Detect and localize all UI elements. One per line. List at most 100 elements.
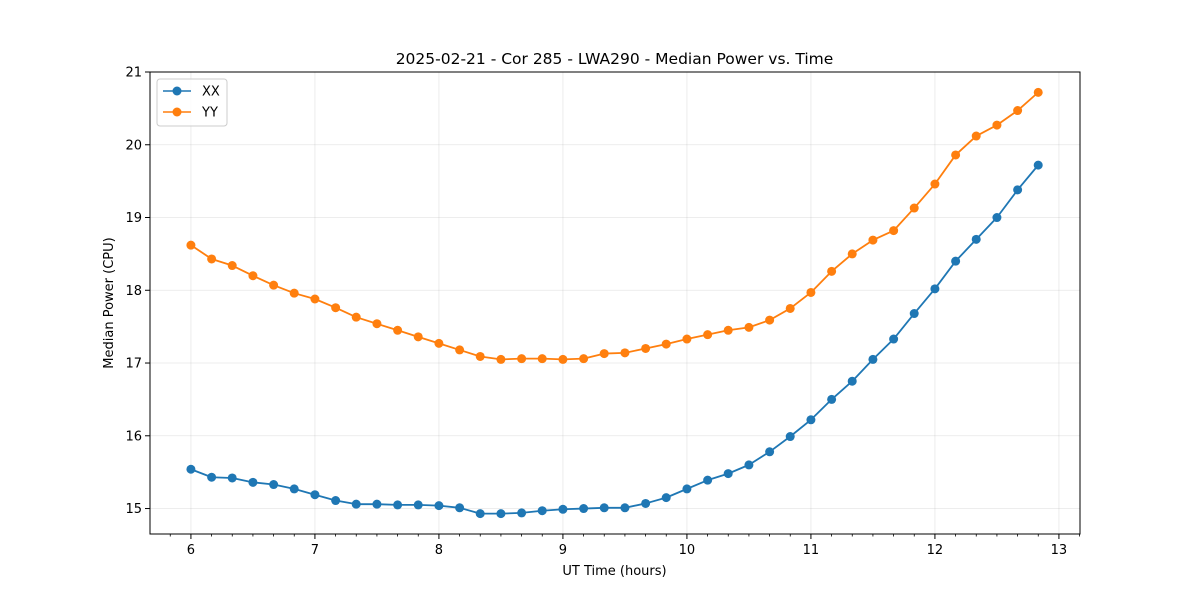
y-tick-label: 16 (125, 429, 142, 444)
data-point-xx (661, 493, 671, 503)
data-point-xx (372, 499, 382, 509)
data-point-yy (517, 354, 527, 364)
y-tick-label: 20 (125, 138, 142, 153)
data-point-xx (351, 499, 361, 509)
data-point-xx (227, 473, 237, 483)
data-point-yy (971, 131, 981, 141)
data-point-yy (1033, 87, 1043, 97)
data-point-yy (455, 345, 465, 355)
data-point-yy (765, 315, 775, 325)
data-point-yy (661, 339, 671, 349)
data-point-xx (269, 480, 279, 490)
x-tick-label: 13 (1051, 543, 1068, 558)
data-point-yy (310, 294, 320, 304)
data-point-yy (951, 150, 961, 160)
data-point-xx (992, 213, 1002, 223)
data-point-xx (186, 464, 196, 474)
data-point-xx (289, 484, 299, 494)
x-tick-label: 6 (187, 543, 195, 558)
data-point-yy (827, 266, 837, 276)
data-point-yy (434, 338, 444, 348)
data-point-xx (971, 234, 981, 244)
data-point-yy (889, 226, 899, 236)
data-point-yy (475, 351, 485, 361)
x-tick-label: 9 (559, 543, 567, 558)
data-point-xx (599, 503, 609, 513)
data-point-xx (207, 472, 217, 482)
data-point-yy (248, 271, 258, 281)
data-series (186, 87, 1043, 519)
data-point-yy (269, 280, 279, 290)
data-point-xx (889, 334, 899, 344)
data-point-yy (289, 288, 299, 298)
data-point-yy (620, 348, 630, 358)
data-point-yy (847, 249, 857, 259)
y-tick-label: 18 (125, 284, 142, 299)
y-tick-label: 15 (125, 502, 142, 517)
data-point-yy (186, 240, 196, 250)
data-point-yy (372, 319, 382, 329)
data-point-xx (744, 460, 754, 470)
x-tick-label: 8 (435, 543, 443, 558)
chart-title: 2025-02-21 - Cor 285 - LWA290 - Median P… (396, 50, 834, 68)
data-point-yy (744, 322, 754, 332)
data-point-xx (310, 490, 320, 500)
data-point-xx (703, 475, 713, 485)
data-point-yy (351, 312, 361, 322)
data-point-yy (641, 343, 651, 353)
data-point-yy (868, 235, 878, 245)
data-point-yy (682, 334, 692, 344)
data-point-xx (455, 503, 465, 513)
data-point-xx (248, 477, 258, 487)
data-point-xx (806, 415, 816, 425)
data-point-xx (475, 509, 485, 519)
data-point-xx (434, 501, 444, 511)
x-tick-label: 11 (803, 543, 820, 558)
data-point-xx (930, 284, 940, 294)
legend-label-xx: XX (202, 85, 220, 100)
axis-ticks: 6 7 8 9 10 11 12 13 15 16 17 18 19 20 21 (125, 66, 1080, 558)
data-point-yy (331, 303, 341, 313)
data-point-xx (413, 500, 423, 510)
data-point-yy (992, 120, 1002, 130)
data-point-yy (537, 354, 547, 364)
x-tick-label: 12 (927, 543, 944, 558)
x-axis-label: UT Time (hours) (562, 564, 666, 579)
y-axis-label: Median Power (CPU) (102, 237, 117, 368)
data-point-xx (909, 309, 919, 319)
data-point-xx (1033, 160, 1043, 170)
data-point-yy (496, 354, 506, 364)
data-point-xx (951, 256, 961, 266)
data-point-yy (785, 303, 795, 313)
data-point-yy (1013, 106, 1023, 116)
data-point-yy (558, 354, 568, 364)
y-tick-label: 21 (125, 66, 142, 81)
legend-label-yy: YY (201, 106, 218, 121)
data-point-xx (827, 394, 837, 404)
plot-frame (149, 71, 1081, 535)
y-tick-label: 17 (125, 357, 142, 372)
data-point-yy (909, 203, 919, 213)
data-point-yy (806, 287, 816, 297)
legend: XX YY (156, 78, 228, 127)
data-point-xx (620, 503, 630, 513)
data-point-xx (641, 498, 651, 508)
data-point-xx (558, 504, 568, 514)
legend-marker-xx (172, 86, 182, 96)
legend-marker-yy (172, 107, 182, 117)
data-point-xx (496, 509, 506, 519)
data-point-yy (413, 332, 423, 342)
data-point-xx (868, 354, 878, 364)
data-point-xx (537, 506, 547, 516)
data-point-xx (847, 376, 857, 386)
data-point-xx (331, 496, 341, 506)
data-point-xx (682, 484, 692, 494)
data-point-xx (393, 500, 403, 510)
x-tick-label: 10 (679, 543, 696, 558)
data-point-yy (579, 354, 589, 364)
data-point-yy (227, 261, 237, 271)
data-point-xx (517, 508, 527, 518)
data-point-xx (765, 447, 775, 457)
data-point-yy (723, 325, 733, 335)
